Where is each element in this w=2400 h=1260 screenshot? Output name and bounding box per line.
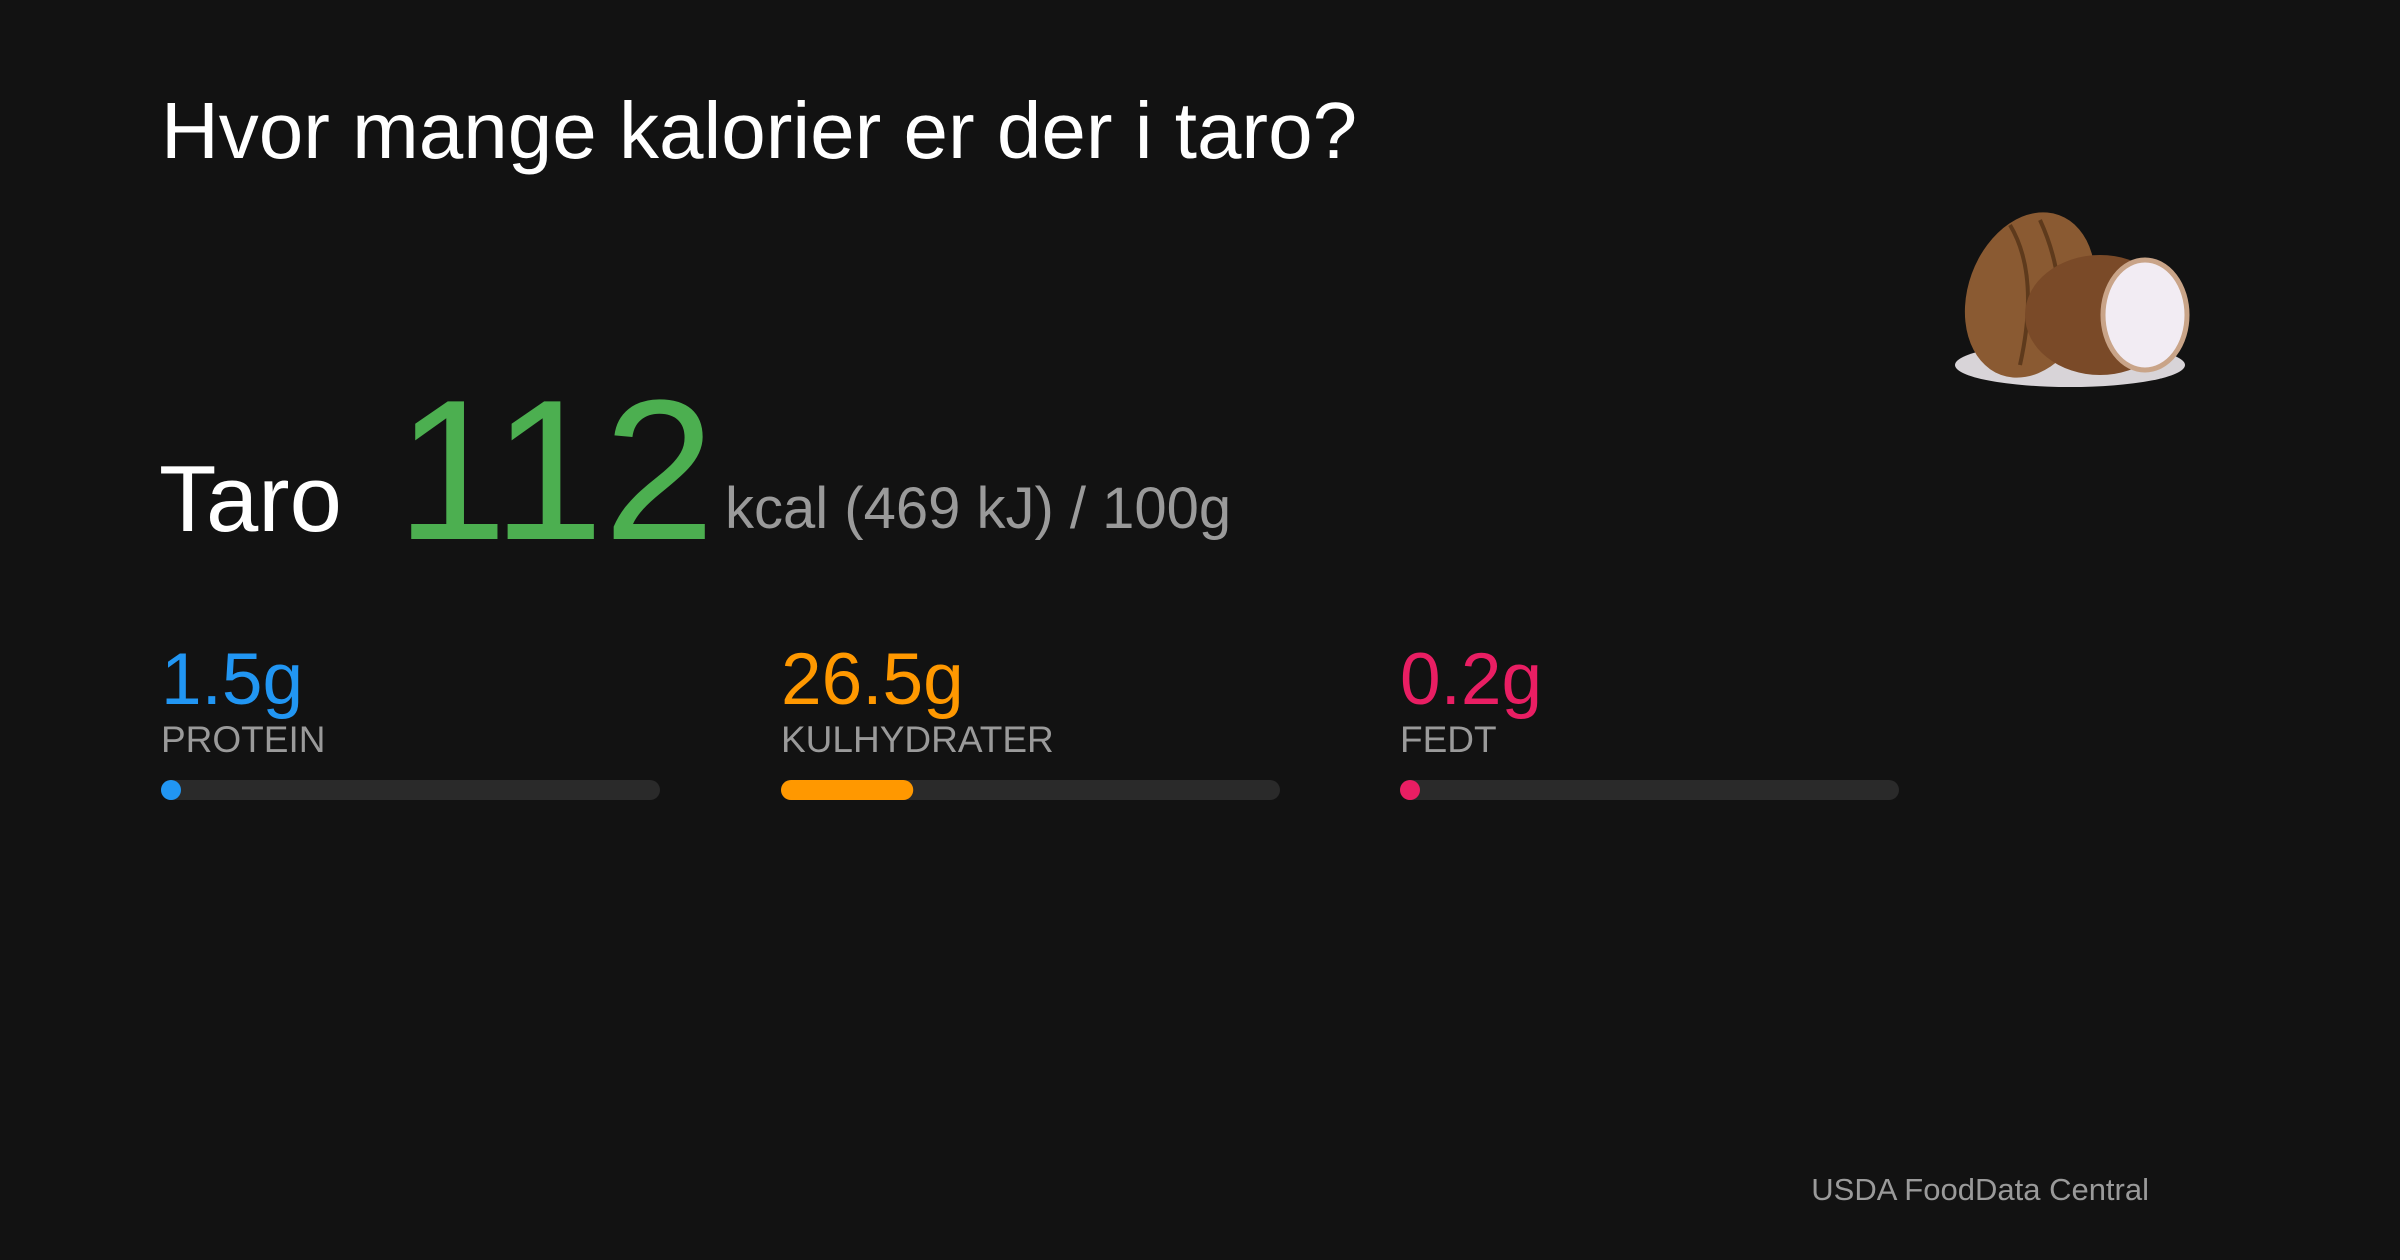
macro-value: 0.2g: [1400, 639, 1542, 720]
macro-name: PROTEIN: [161, 719, 325, 760]
macro-value: 26.5g: [781, 639, 964, 720]
macro-name: KULHYDRATER: [781, 719, 1054, 760]
energy-unit: kcal (469 kJ) /: [725, 476, 1087, 541]
serving: 100g: [1102, 476, 1231, 541]
food-illustration: [1955, 212, 2190, 387]
bar-track: [1400, 780, 1899, 800]
energy-label: kcal (469 kJ) / 100g: [725, 476, 1231, 541]
macro-value: 1.5g: [161, 639, 303, 720]
macro-name: FEDT: [1400, 719, 1497, 760]
taro-cut: [2100, 257, 2190, 373]
bar-track: [161, 780, 660, 800]
bar-fill: [161, 780, 181, 800]
calories: 112: [396, 359, 715, 582]
food-name: Taro: [159, 446, 342, 551]
title: Hvor mange kalorier er der i taro?: [161, 86, 1357, 175]
source: USDA FoodData Central: [1811, 1172, 2149, 1207]
bar-fill: [1400, 780, 1420, 800]
bar-fill: [781, 780, 914, 800]
